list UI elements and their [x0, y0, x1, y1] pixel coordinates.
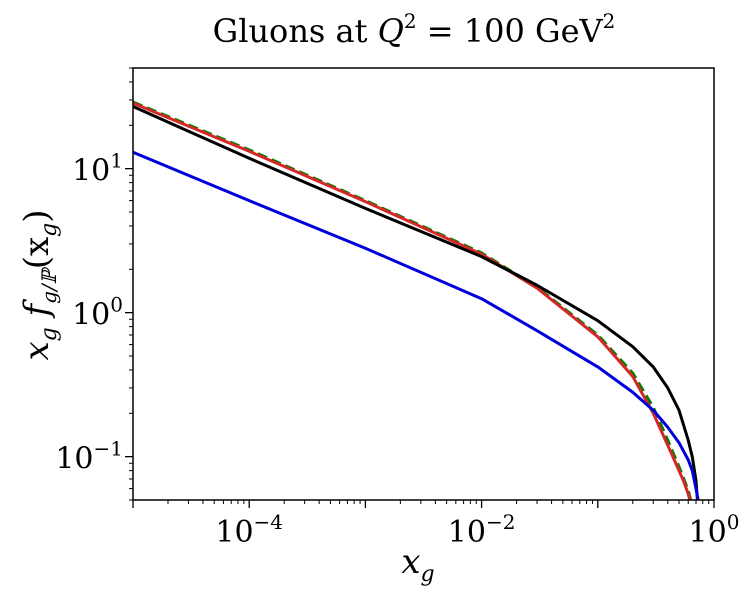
y-axis-label: xg fg/ℙ(xg) [17, 209, 62, 360]
y-tick-label: 100 [72, 293, 123, 333]
x-tick-label: 10−2 [448, 510, 516, 550]
series-line-3 [132, 150, 700, 501]
title-value: = 100 GeV [417, 12, 604, 50]
title-unit-exp: 2 [603, 9, 616, 33]
y-tick-label: 10−1 [55, 437, 123, 477]
x-label-sub: g [421, 562, 435, 587]
series-line-0 [132, 100, 693, 501]
title-text: Gluons at [213, 12, 378, 50]
x-axis-label: xg [401, 542, 434, 587]
series-layer [132, 100, 700, 501]
plot-frame [132, 67, 715, 501]
y-label-arg-sub: g [37, 223, 62, 237]
y-label-sub2: g/ℙ [37, 266, 61, 304]
title-var-exp: 2 [404, 9, 417, 33]
chart-title: Gluons at Q2 = 100 GeV2 [213, 9, 616, 50]
x-tick-label: 10−4 [215, 510, 283, 550]
title-var: Q [378, 12, 404, 50]
tick-layer: 10−4 10−2 100 10−1 100 101 [55, 67, 740, 550]
x-label-base: x [401, 542, 420, 582]
y-label-x: x [17, 341, 57, 360]
y-label-close: ) [17, 209, 57, 222]
x-tick-label: 100 [689, 510, 740, 550]
y-label-sub1: g [37, 327, 62, 341]
series-line-2 [132, 105, 699, 501]
y-tick-label: 101 [72, 149, 123, 189]
y-label-arg: (x [17, 237, 57, 269]
series-line-1 [132, 101, 692, 501]
